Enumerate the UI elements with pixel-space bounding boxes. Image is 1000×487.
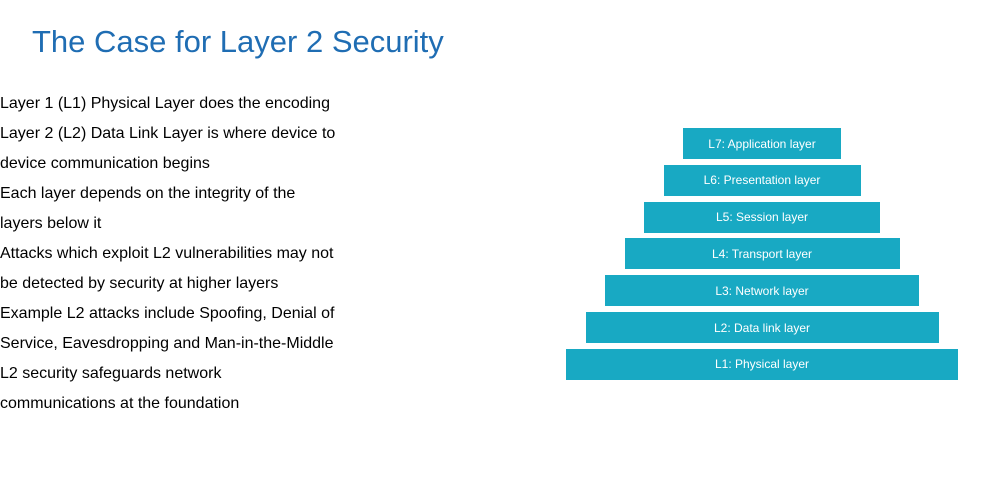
bullet-line: device communication begins — [0, 155, 210, 172]
bullet-line: communications at the foundation — [0, 395, 240, 412]
layer-box: L7: Application layer — [683, 128, 841, 159]
layer-box: L1: Physical layer — [566, 348, 958, 380]
bullet-line: layers below it — [0, 215, 102, 232]
layer-box: L2: Data link layer — [585, 312, 939, 343]
layer-box: L5: Session layer — [644, 201, 880, 233]
bullet: Layer 1 (L1) Physical Layer does the enc… — [0, 89, 335, 119]
layer-box: L4: Transport layer — [624, 238, 900, 270]
bullet: Attacks which exploit L2 vulnerabilities… — [0, 239, 335, 299]
slide-title: The Case for Layer 2 Security — [32, 24, 444, 59]
bullet: L2 security safeguards network communicat… — [0, 359, 335, 419]
bullet-line: be detected by security at higher layers — [0, 275, 279, 292]
bullet-line: Attacks which exploit L2 vulnerabilities… — [0, 245, 334, 262]
bullet-line: L2 security safeguards network — [0, 365, 222, 382]
bullet-line: Layer 1 (L1) Physical Layer does the enc… — [0, 95, 330, 112]
bullet-line: Layer 2 (L2) Data Link Layer is where de… — [0, 125, 336, 142]
bullet-list: Layer 1 (L1) Physical Layer does the enc… — [0, 89, 335, 419]
bullet: Each layer depends on the integrity of t… — [0, 179, 335, 239]
layer-box: L3: Network layer — [605, 275, 919, 307]
bullet: Example L2 attacks include Spoofing, Den… — [0, 299, 335, 359]
bullet: Layer 2 (L2) Data Link Layer is where de… — [0, 119, 335, 179]
bullet-line: Each layer depends on the integrity of t… — [0, 185, 296, 202]
bullet-line: Service, Eavesdropping and Man-in-the-Mi… — [0, 335, 334, 352]
bullet-line: Example L2 attacks include Spoofing, Den… — [0, 305, 335, 322]
layer-box: L6: Presentation layer — [663, 164, 861, 196]
